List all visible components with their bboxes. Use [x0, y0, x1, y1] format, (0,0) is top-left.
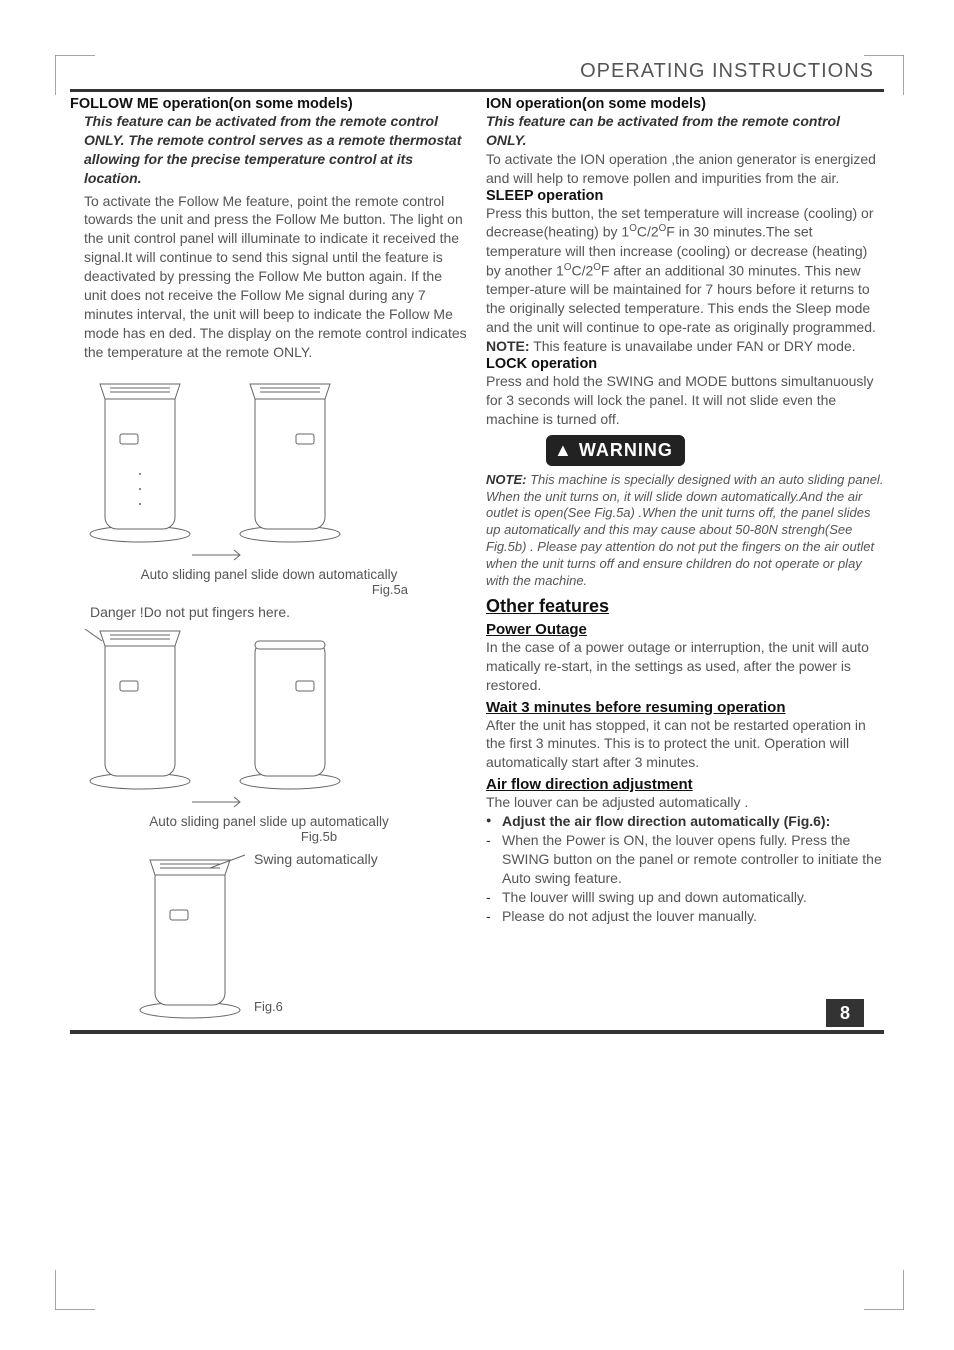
two-column-layout: FOLLOW ME operation(on some models) This…: [70, 96, 884, 1020]
fig6-wrap: Swing automatically Fig.6: [70, 850, 468, 1020]
page: OPERATING INSTRUCTIONS FOLLOW ME operati…: [70, 60, 884, 1034]
airflow-dash-1: When the Power is ON, the louver opens f…: [486, 831, 884, 888]
unit-illustration-5b-right: [230, 621, 350, 791]
fig6-label: Fig.6: [254, 999, 378, 1014]
ion-body: To activate the ION operation ,the anion…: [486, 150, 884, 188]
sleep-body: Press this button, the set temperature w…: [486, 204, 884, 338]
airflow-dash-2: The louver willl swing up and down autom…: [486, 888, 884, 907]
warning-badge: ▲ WARNING: [546, 435, 685, 466]
unit-illustration-5b-left: [80, 621, 200, 791]
wait3-heading: Wait 3 minutes before resuming operation: [486, 699, 884, 716]
wait3-body: After the unit has stopped, it can not b…: [486, 716, 884, 773]
page-number: 8: [826, 999, 864, 1027]
sleep-note-text: This feature is unavailabe under FAN or …: [530, 338, 856, 354]
arrow-right-5a: [190, 548, 250, 562]
airflow-heading: Air flow direction adjustment: [486, 776, 884, 793]
airflow-dash-list: When the Power is ON, the louver opens f…: [486, 831, 884, 925]
unit-illustration-5a-left: [80, 374, 200, 544]
lock-heading: LOCK operation: [486, 356, 884, 372]
danger-text: Danger !Do not put fingers here.: [90, 603, 468, 622]
sleep-note: NOTE: This feature is unavailabe under F…: [486, 337, 884, 356]
fig5a-label: Fig.5a: [70, 582, 468, 597]
airflow-bullet-bold: Adjust the air flow direction automatica…: [486, 812, 884, 831]
followme-body: To activate the Follow Me feature, point…: [84, 192, 468, 362]
warning-body: NOTE: This machine is specially designed…: [486, 472, 884, 590]
title-rule: [70, 89, 884, 92]
fig5b-row: [80, 621, 468, 791]
footer-rule: [70, 1030, 884, 1034]
page-title: OPERATING INSTRUCTIONS: [70, 60, 884, 83]
power-outage-heading: Power Outage: [486, 621, 884, 638]
followme-heading: FOLLOW ME operation(on some models): [70, 96, 468, 112]
swing-text: Swing automatically: [254, 850, 378, 869]
fig5b-label: Fig.5b: [70, 829, 468, 844]
fig5b-caption: Auto sliding panel slide up automaticall…: [70, 814, 468, 829]
sleep-heading: SLEEP operation: [486, 188, 884, 204]
followme-italic: This feature can be activated from the r…: [84, 112, 468, 188]
airflow-dash-3: Please do not adjust the louver manually…: [486, 907, 884, 926]
sleep-d: C/2: [571, 263, 593, 279]
power-outage-body: In the case of a power outage or interru…: [486, 638, 884, 695]
fig5a-caption: Auto sliding panel slide down automatica…: [70, 567, 468, 582]
warning-text: This machine is specially designed with …: [486, 472, 883, 588]
left-column: FOLLOW ME operation(on some models) This…: [70, 96, 468, 1020]
warning-note-label: NOTE:: [486, 472, 526, 487]
warning-icon: ▲: [554, 440, 573, 461]
unit-illustration-5a-right: [230, 374, 350, 544]
lock-body: Press and hold the SWING and MODE button…: [486, 372, 884, 429]
airflow-bullet-bold-text: Adjust the air flow direction automatica…: [502, 813, 830, 829]
right-column: ION operation(on some models) This featu…: [486, 96, 884, 1020]
unit-illustration-6: [130, 850, 250, 1020]
warning-label: WARNING: [579, 440, 673, 460]
page-number-box: 8: [826, 1003, 864, 1024]
ion-italic: This feature can be activated from the r…: [486, 112, 884, 150]
sleep-b: C/2: [637, 224, 659, 240]
arrow-right-5b: [190, 795, 250, 809]
crop-mark-bl: [55, 1270, 95, 1310]
airflow-intro: The louver can be adjusted automatically…: [486, 793, 884, 812]
other-features-heading: Other features: [486, 596, 884, 617]
airflow-bullet-list: Adjust the air flow direction automatica…: [486, 812, 884, 831]
ion-heading: ION operation(on some models): [486, 96, 884, 112]
sleep-note-label: NOTE:: [486, 338, 530, 354]
crop-mark-br: [864, 1270, 904, 1310]
fig5a-row: [80, 374, 468, 544]
